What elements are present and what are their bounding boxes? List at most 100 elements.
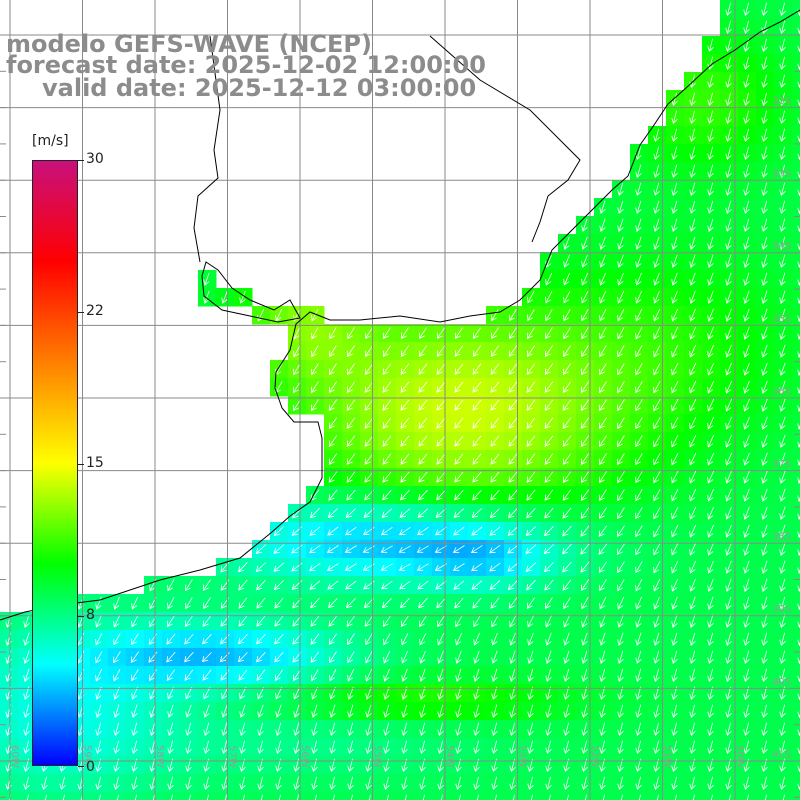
wind-arrow: [347, 704, 354, 718]
wind-arrow: [237, 652, 248, 663]
wind-arrow: [689, 470, 697, 484]
wind-arrow: [779, 416, 786, 430]
wind-arrow: [725, 740, 732, 755]
wind-arrow: [707, 38, 714, 53]
wind-arrow: [671, 543, 679, 556]
wind-arrow: [581, 345, 589, 358]
wind-arrow: [635, 164, 642, 179]
wind-arrow: [562, 507, 572, 519]
wind-arrow: [203, 687, 211, 700]
wind-arrow: [707, 470, 715, 484]
wind-arrow: [689, 362, 697, 376]
wind-arrow: [707, 596, 714, 610]
wind-arrow: [743, 272, 750, 286]
wind-arrow: [725, 254, 732, 268]
wind-arrow: [472, 345, 482, 357]
wind-arrow: [779, 326, 786, 340]
wind-arrow: [293, 740, 300, 755]
wind-cell: [126, 792, 145, 800]
wind-arrow: [635, 740, 642, 755]
wind-arrow: [418, 471, 428, 483]
wind-arrow: [689, 110, 696, 125]
wind-arrow: [167, 615, 175, 628]
wind-arrow: [314, 794, 317, 800]
wind-arrow: [545, 597, 553, 610]
wind-arrow: [526, 507, 536, 519]
wind-arrow: [95, 668, 103, 682]
wind-arrow: [671, 632, 678, 646]
wind-arrow: [166, 669, 176, 681]
wind-arrow: [779, 380, 786, 394]
wind-arrow: [707, 146, 714, 161]
wind-arrow: [779, 92, 786, 107]
wind-arrow: [620, 794, 623, 800]
wind-arrow: [364, 381, 374, 393]
wind-cell: [198, 792, 217, 800]
wind-arrow: [689, 272, 696, 286]
wind-arrow: [617, 327, 625, 340]
wind-arrow: [761, 110, 768, 125]
wind-arrow: [779, 578, 786, 592]
wind-arrow: [206, 794, 209, 800]
wind-arrow: [779, 488, 786, 502]
wind-arrow: [202, 633, 212, 645]
wind-arrow: [581, 363, 589, 376]
wind-arrow: [167, 597, 175, 610]
wind-arrow: [491, 722, 498, 737]
wind-arrow: [671, 417, 679, 430]
wind-arrow: [347, 686, 354, 700]
wind-arrow: [419, 327, 427, 340]
wind-arrow: [599, 740, 606, 755]
wind-arrow: [617, 309, 625, 322]
wind-cell: [792, 540, 800, 559]
wind-arrow: [346, 489, 356, 501]
wind-arrow: [743, 2, 750, 17]
wind-arrow: [563, 722, 570, 737]
wind-arrow: [275, 704, 282, 718]
wind-arrow: [437, 722, 444, 737]
wind-arrow: [257, 740, 264, 755]
wind-arrow: [689, 381, 697, 394]
wind-arrow: [347, 651, 355, 664]
wind-arrow: [580, 381, 589, 394]
wind-arrow: [598, 561, 608, 573]
wind-arrow: [185, 687, 193, 700]
wind-cell: [792, 630, 800, 649]
wind-arrow: [779, 668, 786, 683]
wind-arrow: [707, 416, 715, 430]
wind-arrow: [671, 344, 679, 358]
wind-arrow: [707, 56, 714, 71]
latitude-label: 33S: [772, 169, 791, 180]
wind-arrow: [761, 560, 768, 574]
wind-arrow: [743, 344, 750, 358]
wind-arrow: [653, 435, 661, 448]
wind-arrow: [725, 434, 732, 448]
wind-arrow: [671, 560, 679, 574]
wind-arrow: [332, 794, 335, 800]
wind-cell: [666, 792, 685, 800]
wind-arrow: [617, 182, 624, 196]
wind-arrow: [472, 597, 482, 609]
longitude-label: 58W: [154, 745, 165, 768]
wind-arrow: [311, 740, 318, 755]
wind-arrow: [401, 776, 408, 791]
wind-arrow: [527, 327, 535, 340]
wind-arrow: [599, 200, 606, 214]
wind-arrow: [309, 562, 321, 572]
wind-cell: [144, 792, 163, 800]
wind-arrow: [653, 525, 661, 538]
wind-cell: [792, 108, 800, 127]
wind-arrow: [95, 704, 102, 718]
wind-arrow: [653, 345, 661, 358]
wind-arrow: [382, 489, 392, 501]
wind-arrow: [707, 434, 715, 448]
wind-arrow: [653, 381, 661, 394]
wind-arrow: [436, 471, 446, 483]
wind-cell: [792, 720, 800, 739]
colorbar-tick: [78, 160, 84, 161]
wind-arrow: [224, 794, 227, 800]
wind-cell: [738, 792, 757, 800]
wind-arrow: [617, 650, 624, 664]
wind-arrow: [779, 146, 786, 161]
